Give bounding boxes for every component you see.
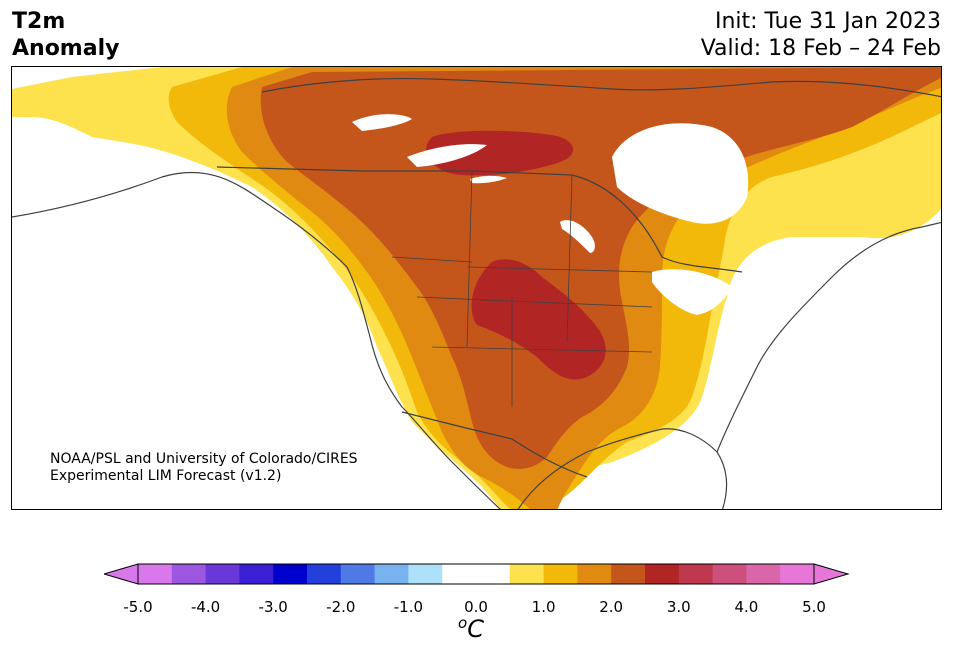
credit-line-1: NOAA/PSL and University of Colorado/CIRE…: [50, 451, 358, 467]
great-lakes-region: [652, 269, 732, 315]
colorbar-cell: [746, 564, 781, 584]
forecast-dates: Init: Tue 31 Jan 2023 Valid: 18 Feb – 24…: [701, 8, 941, 62]
anomaly-layer-2.5: [426, 130, 606, 380]
colorbar-tick-label: 4.0: [734, 598, 759, 616]
degree-symbol: o: [458, 614, 468, 632]
us-canada-border: [216, 166, 743, 273]
colorbar-cells: [138, 564, 815, 584]
colorbar-cell: [374, 564, 409, 584]
unit-letter: C: [467, 615, 484, 643]
colorbar-unit: oC: [458, 614, 484, 643]
map-canvas: [12, 67, 941, 509]
pacific-coast: [12, 171, 501, 509]
anomaly-shade-5b: [471, 259, 606, 380]
atlantic-coast: [716, 221, 941, 453]
state-borders: [391, 170, 653, 407]
colorbar-cell: [171, 564, 207, 584]
colorbar-tick-label: -4.0: [190, 598, 221, 616]
colorbar-cell: [239, 564, 274, 584]
credit-line-2: Experimental LIM Forecast (v1.2): [50, 468, 282, 484]
colorbar-cell: [476, 564, 511, 584]
arctic-coast: [261, 77, 941, 98]
colorbar-tick-label: 5.0: [802, 598, 826, 616]
colorbar-tick-label: 2.0: [599, 598, 624, 616]
credit-text: NOAA/PSL and University of Colorado/CIRE…: [50, 451, 358, 485]
colorbar-cell: [307, 564, 342, 584]
lake-winnipeg: [560, 220, 595, 253]
colorbar-tick-label: 0.0: [464, 598, 488, 616]
us-mexico-border: [401, 411, 588, 478]
colorbar: [104, 563, 850, 585]
colorbar-tick-label: -2.0: [326, 598, 356, 616]
init-date: Init: Tue 31 Jan 2023: [714, 9, 941, 34]
water-features: [352, 114, 749, 315]
colorbar-cell: [577, 564, 612, 584]
colorbar-cell: [611, 564, 646, 584]
anomaly-shade-5a: [426, 130, 574, 176]
hudson-bay: [612, 123, 749, 224]
valid-range: Valid: 18 Feb – 24 Feb: [700, 36, 941, 61]
variable-name: T2m: [12, 9, 66, 34]
colorbar-cell: [678, 564, 714, 584]
colorbar-cell: [509, 564, 545, 584]
colorbar-tick-label: -1.0: [393, 598, 424, 616]
coastline-outline: [12, 77, 941, 509]
colorbar-tick-label: 1.0: [531, 598, 556, 616]
variable-subtitle: Anomaly: [12, 36, 120, 61]
great-bear-lake: [407, 144, 487, 167]
anomaly-map: NOAA/PSL and University of Colorado/CIRE…: [11, 66, 942, 510]
colorbar-outline: [137, 563, 815, 585]
anomaly-shade-4: [260, 67, 941, 469]
great-slave-lake: [352, 114, 412, 131]
colorbar-cell: [780, 564, 815, 584]
lake-athabasca: [470, 175, 507, 184]
colorbar-cell: [340, 564, 376, 584]
colorbar-tick-label: -3.0: [258, 598, 288, 616]
colorbar-over-arrow: [813, 563, 850, 585]
colorbar-cell: [543, 564, 578, 584]
colorbar-tick-label: 3.0: [666, 598, 691, 616]
map-title: T2m Anomaly: [12, 8, 119, 62]
colorbar-cell: [645, 564, 680, 584]
colorbar-cell: [138, 564, 173, 584]
colorbar-cell: [273, 564, 308, 584]
colorbar-tick-label: -5.0: [123, 598, 153, 616]
gulf-coast: [517, 428, 728, 509]
colorbar-cell: [712, 564, 747, 584]
colorbar-under-arrow: [104, 563, 139, 585]
colorbar-cell: [442, 564, 477, 584]
anomaly-layer-2.0: [260, 67, 941, 469]
colorbar-cell: [408, 564, 443, 584]
colorbar-cell: [205, 564, 240, 584]
